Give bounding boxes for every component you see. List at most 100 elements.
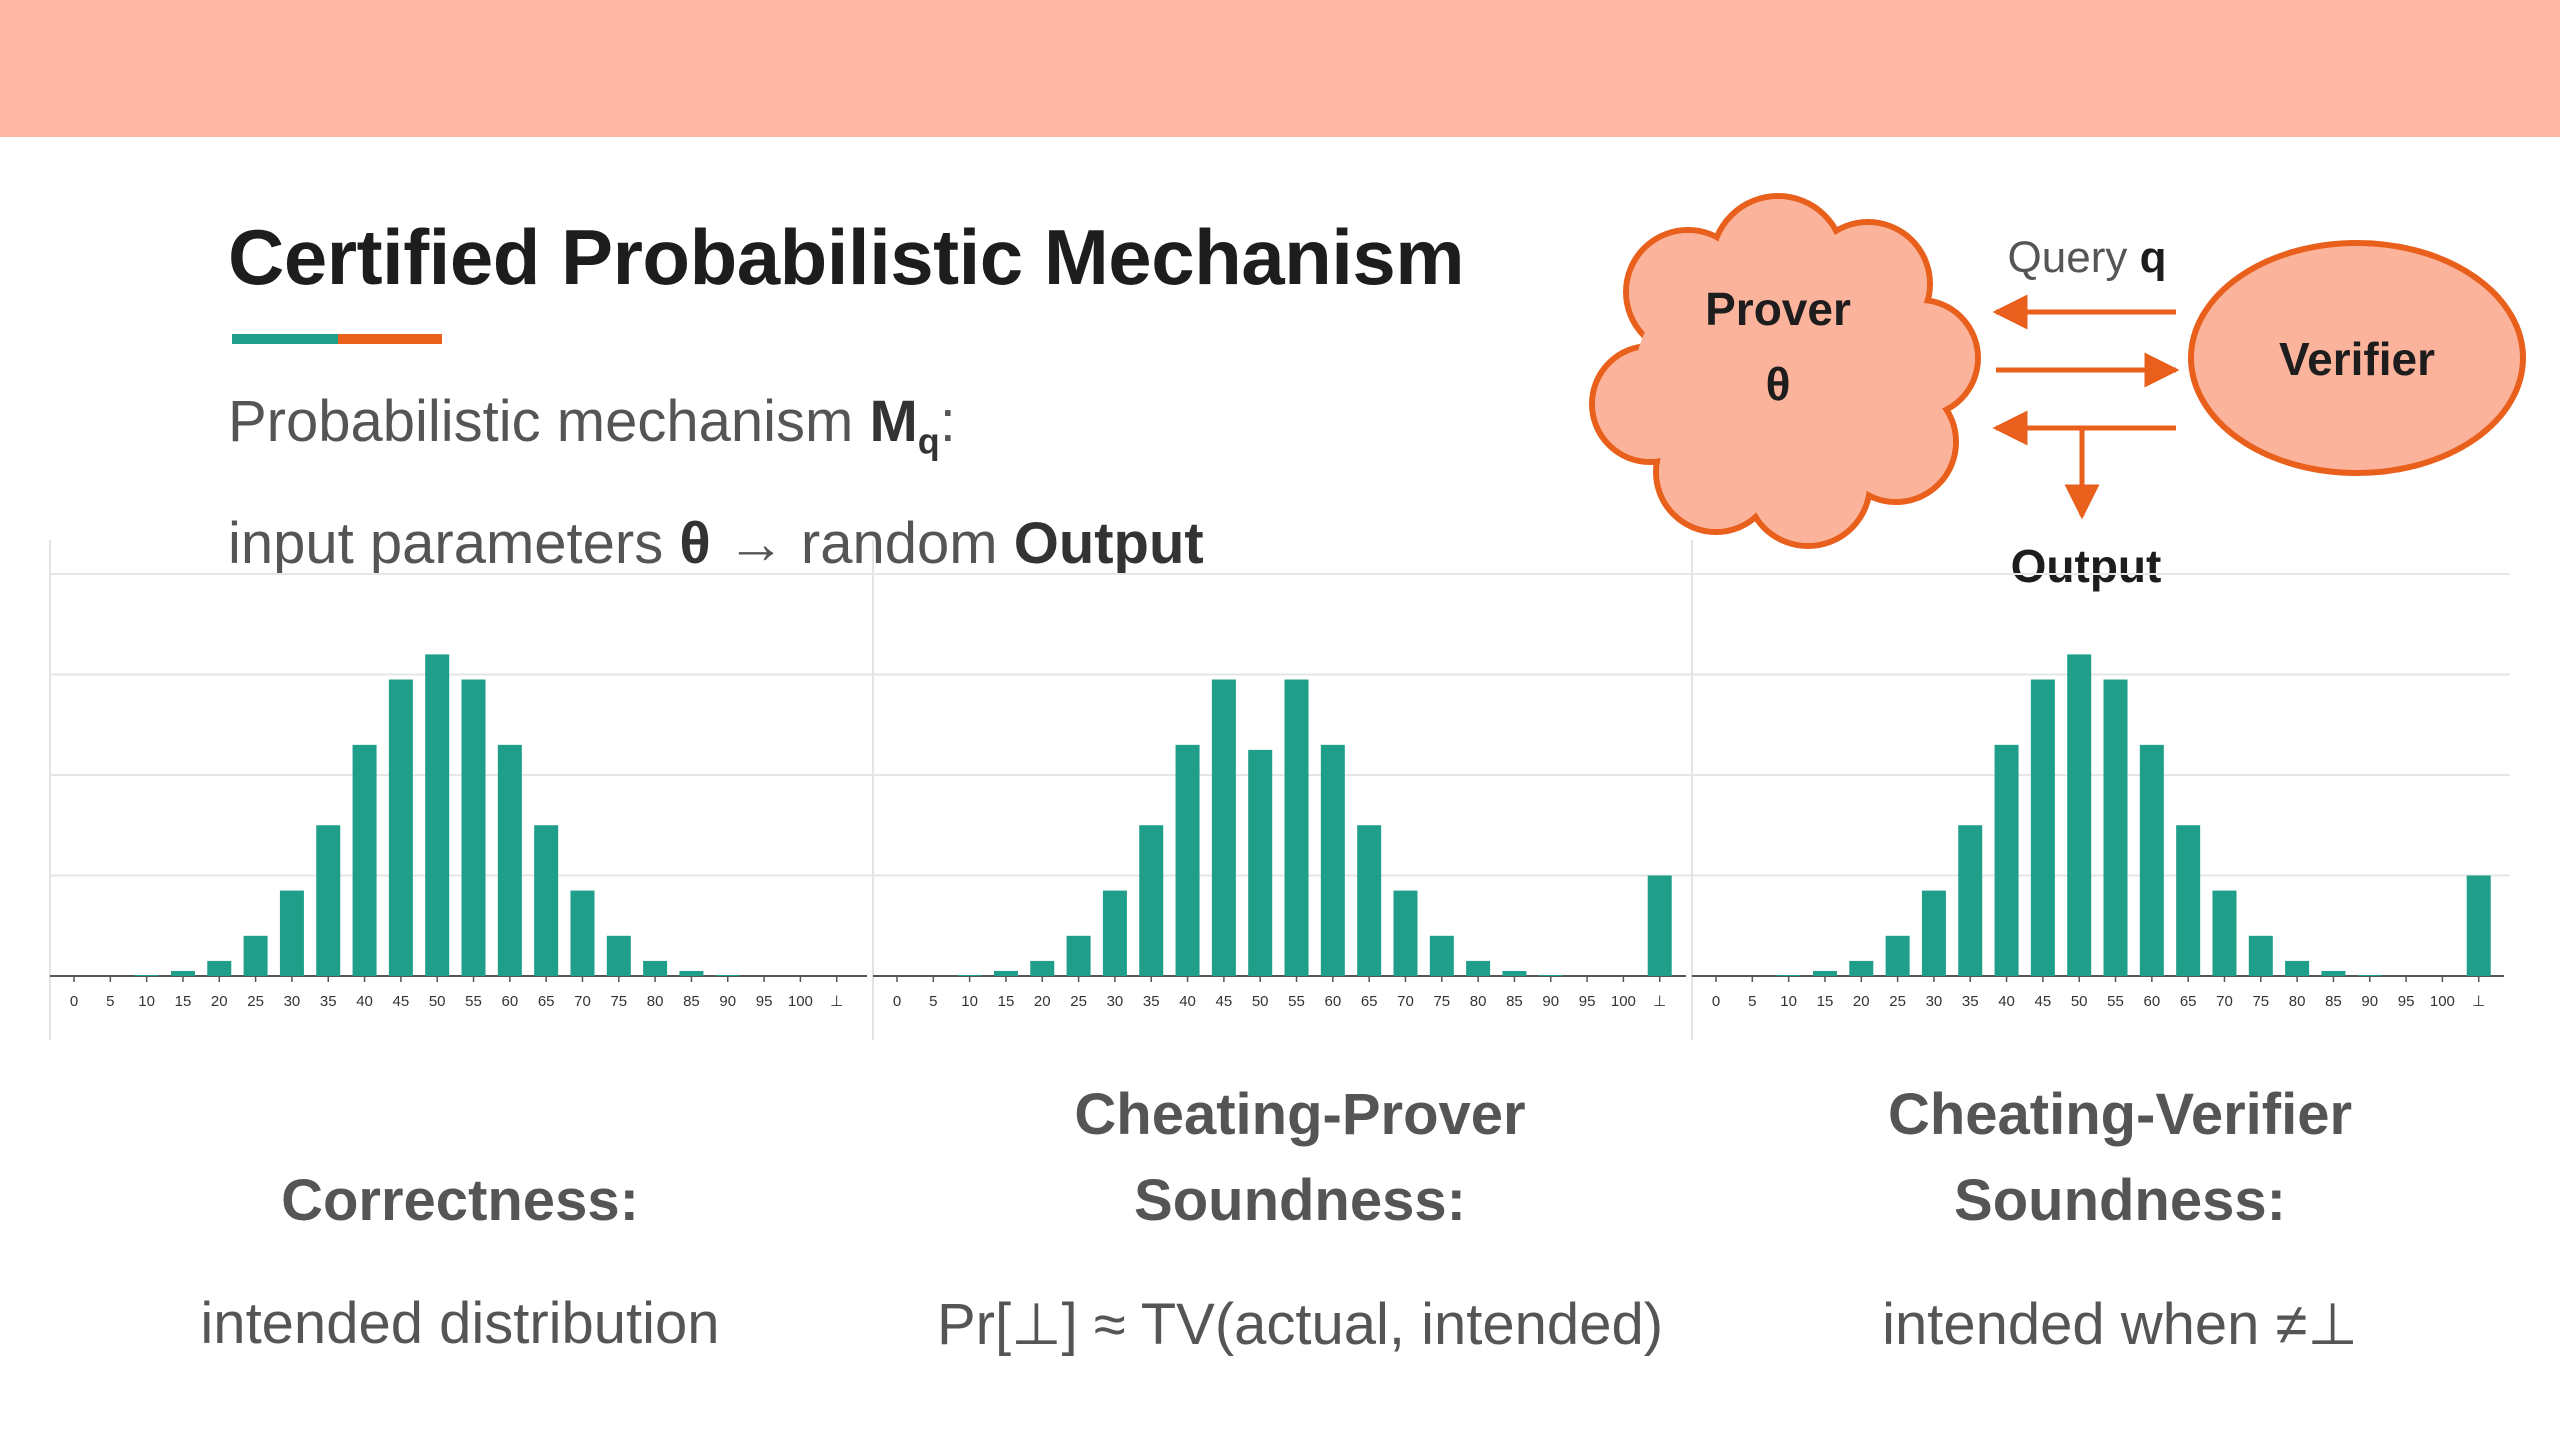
bar-35 xyxy=(316,825,341,976)
bar-45 xyxy=(388,679,413,976)
bar-30 xyxy=(279,890,304,976)
mechanism-subscript: q xyxy=(917,420,940,462)
caption-heading: Correctness: xyxy=(281,1168,639,1233)
tick-label: 60 xyxy=(2143,993,2160,1010)
caption-heading-line2: Soundness: xyxy=(1954,1168,2286,1233)
tick-label: 90 xyxy=(1542,993,1559,1010)
bar-30 xyxy=(1921,890,1946,976)
bar-80 xyxy=(2285,960,2310,976)
tick-label: 80 xyxy=(1470,993,1487,1010)
bar-85 xyxy=(1502,970,1527,976)
caption-verifier-soundness: Cheating-Verifier Soundness: xyxy=(1760,1072,2480,1244)
prover-param: θ xyxy=(1766,358,1791,410)
tick-label: 65 xyxy=(538,993,555,1010)
tick-label: 100 xyxy=(788,993,813,1010)
io-line: input parameters θ → random Output xyxy=(228,510,1204,577)
tick-label: 0 xyxy=(893,993,901,1010)
tick-label: 70 xyxy=(574,993,591,1010)
bar-70 xyxy=(570,890,595,976)
tick-label: 30 xyxy=(284,993,301,1010)
caption-prover-soundness-body: Pr[⊥] ≈ TV(actual, intended) xyxy=(936,1292,1664,1357)
header-band xyxy=(0,0,2560,137)
bar-80 xyxy=(643,960,668,976)
query-text: Query xyxy=(2008,233,2140,282)
tick-label: 15 xyxy=(175,993,192,1010)
tick-label: 40 xyxy=(356,993,373,1010)
tick-label: ⊥ xyxy=(1653,993,1666,1010)
bar-75 xyxy=(1429,935,1454,976)
tick-label: 80 xyxy=(647,993,664,1010)
mechanism-line: Probabilistic mechanism Mq: xyxy=(228,388,956,463)
chart-panel-3: 0 5 10 15 20 25 30 35 40 45 50 55 60 65 70 75 80 85 90 95 10… xyxy=(1691,540,2510,1040)
tick-label: 45 xyxy=(2035,993,2052,1010)
bar-45 xyxy=(2030,679,2055,976)
tick-label: 25 xyxy=(247,993,264,1010)
tick-label: 85 xyxy=(683,993,700,1010)
io-output: Output xyxy=(1013,511,1204,576)
tick-label: 10 xyxy=(961,993,978,1010)
bar-15 xyxy=(170,970,195,976)
mechanism-prefix: Probabilistic mechanism xyxy=(228,389,870,454)
tick-label: 30 xyxy=(1926,993,1943,1010)
bar-60 xyxy=(2139,744,2164,976)
bar-90 xyxy=(1538,974,1563,976)
bar-85 xyxy=(679,970,704,976)
bar-15 xyxy=(993,970,1018,976)
bar-35 xyxy=(1958,825,1983,976)
bar-75 xyxy=(2248,935,2273,976)
bar-50 xyxy=(2067,654,2092,976)
tick-label: 65 xyxy=(1361,993,1378,1010)
bar-90 xyxy=(715,974,740,976)
tick-label: 45 xyxy=(1216,993,1233,1010)
tick-label: 95 xyxy=(1579,993,1596,1010)
bar-40 xyxy=(352,744,377,976)
tick-label: 20 xyxy=(1853,993,1870,1010)
tick-label: 15 xyxy=(1817,993,1834,1010)
tick-label: 35 xyxy=(1143,993,1160,1010)
bar-⊥ xyxy=(2466,875,2491,976)
caption-heading-line1: Cheating-Verifier xyxy=(1887,1082,2353,1147)
tick-label: 100 xyxy=(1611,993,1636,1010)
bar-55 xyxy=(2103,679,2128,976)
caption-verifier-soundness-body: intended when ≠⊥ xyxy=(1882,1292,2358,1357)
bar-25 xyxy=(243,935,268,976)
bar-40 xyxy=(1994,744,2019,976)
mechanism-symbol: M xyxy=(869,389,918,454)
bar-25 xyxy=(1066,935,1091,976)
tick-label: 10 xyxy=(1780,993,1797,1010)
tick-label: 25 xyxy=(1889,993,1906,1010)
prover-label: Prover xyxy=(1705,283,1851,335)
tick-label: 0 xyxy=(1712,993,1720,1010)
caption-heading-line1: Cheating-Prover xyxy=(1074,1082,1526,1147)
tick-label: 75 xyxy=(2252,993,2269,1010)
tick-label: 55 xyxy=(465,993,482,1010)
tick-label: 50 xyxy=(1252,993,1269,1010)
query-label: Query q xyxy=(2008,233,2167,282)
bar-10 xyxy=(1776,974,1801,976)
tick-label: 40 xyxy=(1179,993,1196,1010)
prover-cloud xyxy=(1589,193,1981,549)
tick-label: 90 xyxy=(2361,993,2378,1010)
tick-label: 35 xyxy=(1962,993,1979,1010)
bar-75 xyxy=(606,935,631,976)
tick-label: 20 xyxy=(211,993,228,1010)
slide-title: Certified Probabilistic Mechanism xyxy=(228,213,1465,301)
verifier-ellipse xyxy=(2188,240,2526,476)
caption-prover-soundness: Cheating-Prover Soundness: xyxy=(940,1072,1660,1244)
title-accent-orange xyxy=(338,334,442,344)
chart-panel-2: 0 5 10 15 20 25 30 35 40 45 50 55 60 65 70 75 80 85 90 95 10… xyxy=(872,540,1692,1040)
tick-label: 70 xyxy=(2216,993,2233,1010)
bar-55 xyxy=(1284,679,1309,976)
tick-label: ⊥ xyxy=(2472,993,2485,1010)
bar-45 xyxy=(1211,679,1236,976)
tick-label: 80 xyxy=(2289,993,2306,1010)
io-prefix: input parameters xyxy=(228,511,680,576)
bar-65 xyxy=(1357,825,1382,976)
bar-80 xyxy=(1466,960,1491,976)
io-arrow-text: → random xyxy=(710,511,1014,576)
bar-40 xyxy=(1175,744,1200,976)
caption-correctness: Correctness: xyxy=(160,1158,760,1244)
tick-label: 25 xyxy=(1070,993,1087,1010)
caption-heading-line2: Soundness: xyxy=(1134,1168,1466,1233)
prover-verifier-diagram: Prover θ Verifier Query q Output xyxy=(1589,193,2526,592)
